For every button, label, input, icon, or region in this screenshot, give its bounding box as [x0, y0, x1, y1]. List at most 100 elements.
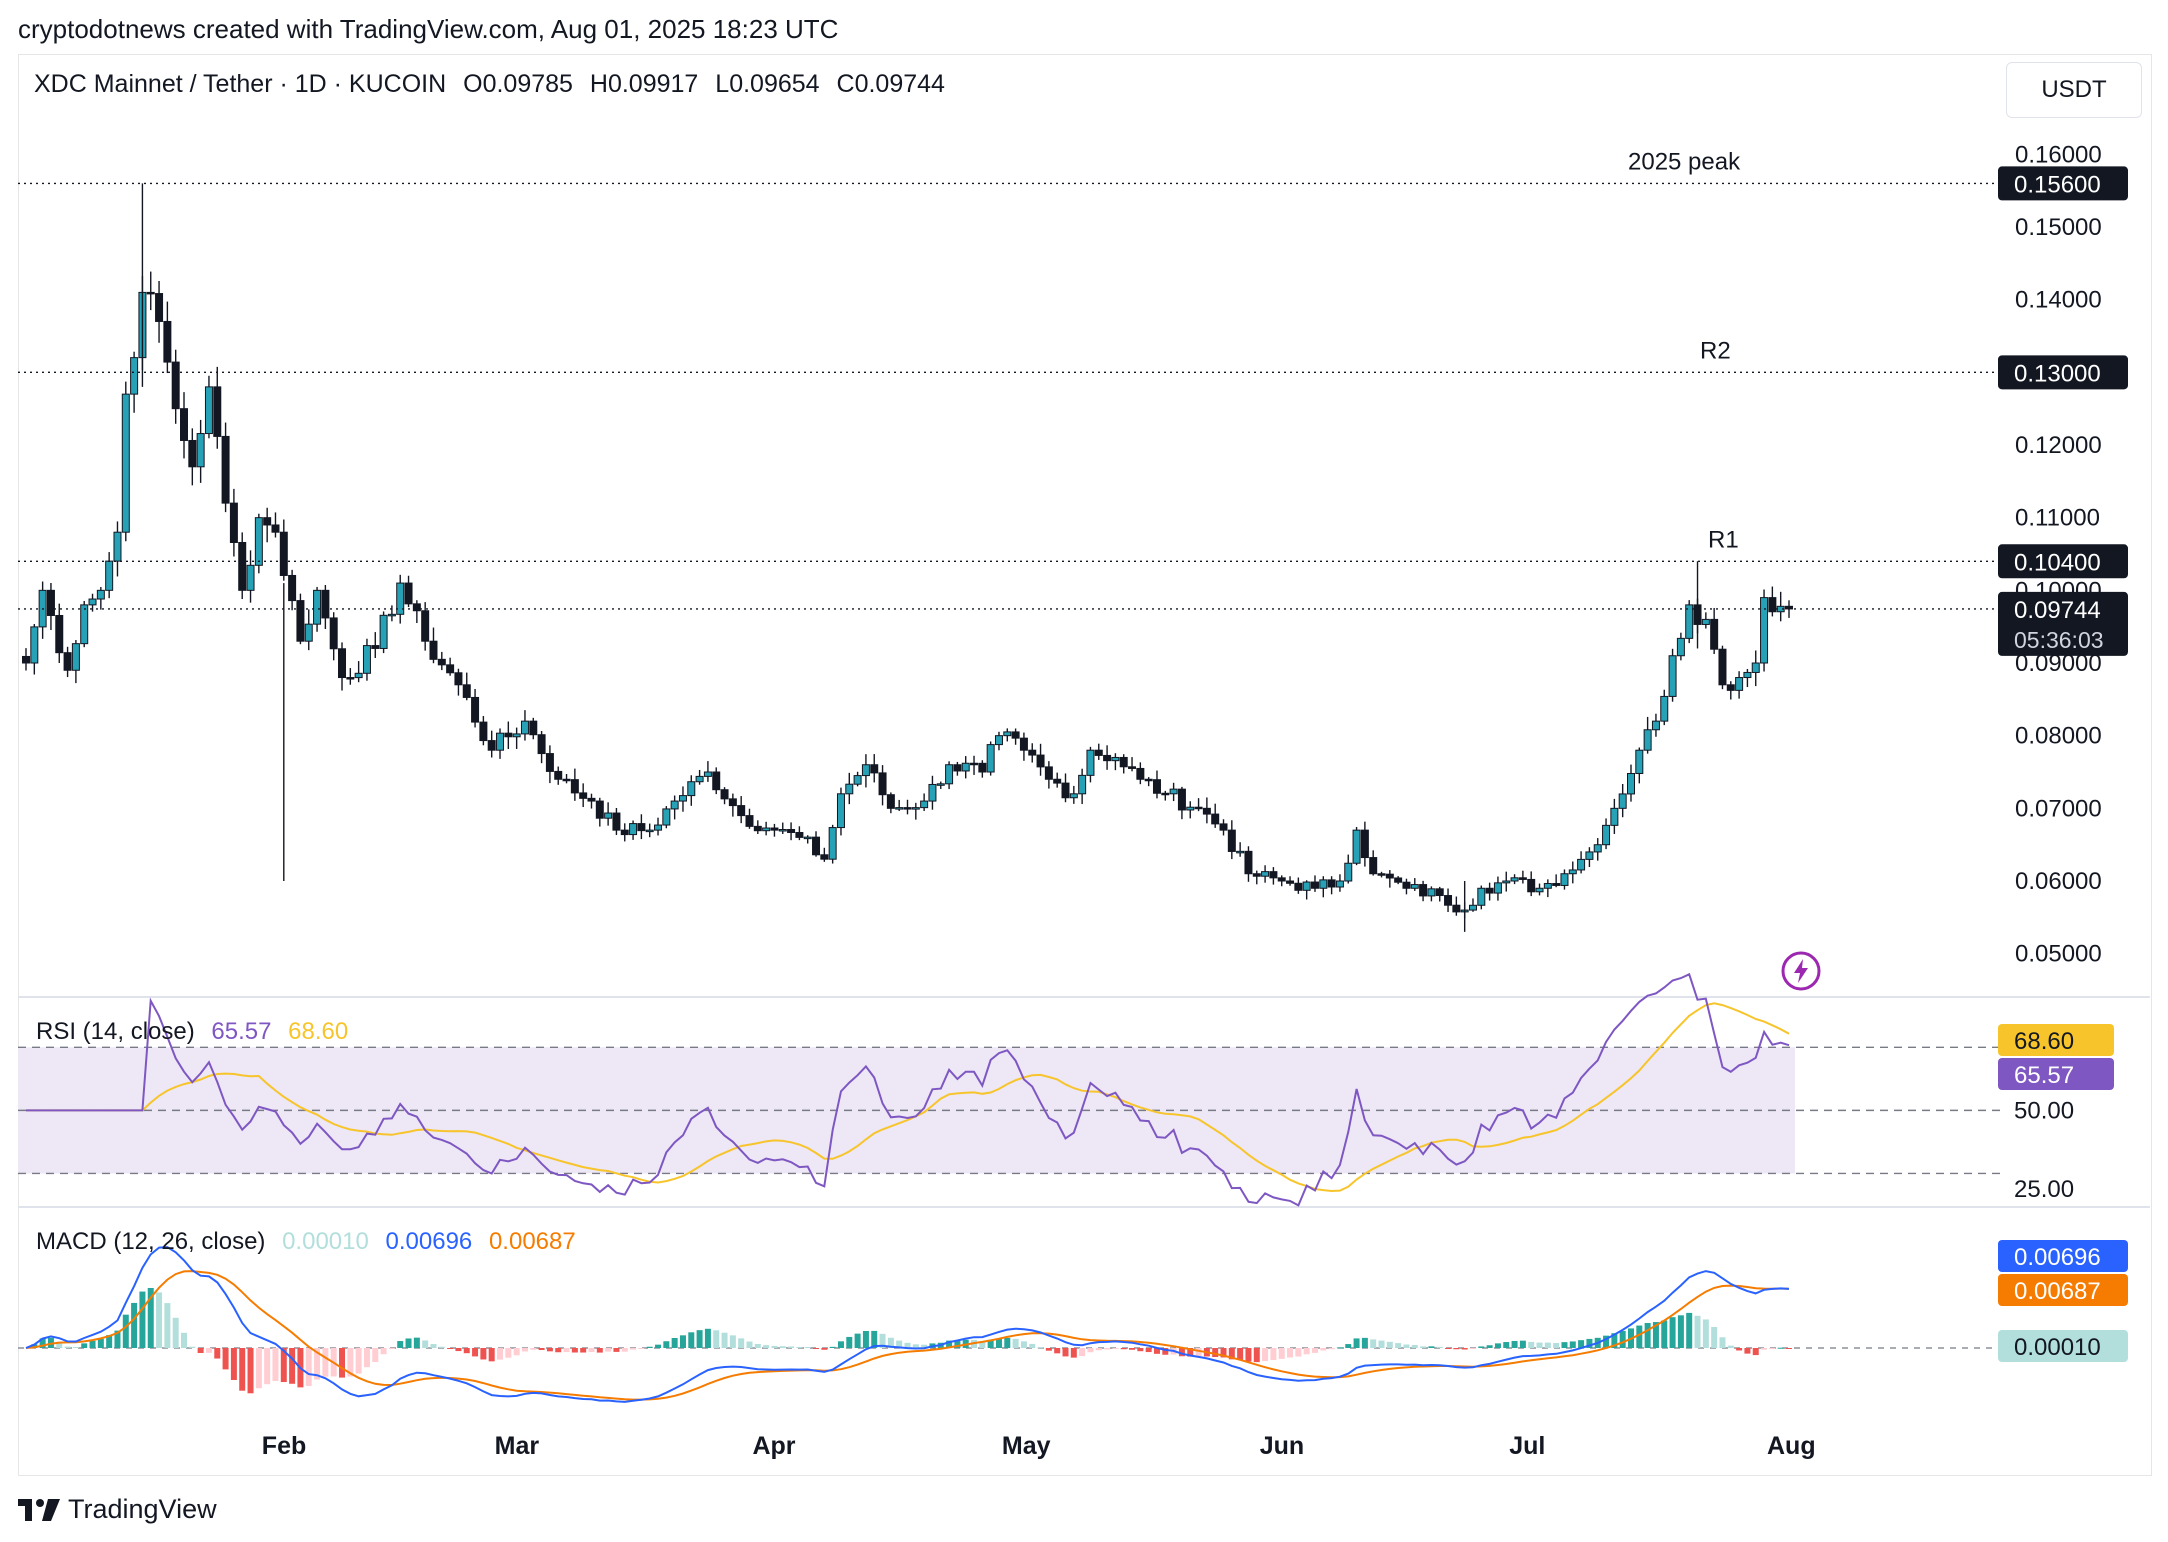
candle-body[interactable] [1710, 618, 1719, 650]
candle-body[interactable] [861, 764, 870, 777]
candle-body[interactable] [687, 781, 696, 797]
candle-body[interactable] [895, 807, 904, 810]
candle-body[interactable] [1626, 772, 1635, 795]
candle-body[interactable] [429, 640, 438, 660]
candle-body[interactable] [1452, 904, 1461, 913]
candle-body[interactable] [1177, 788, 1186, 811]
candle-body[interactable] [903, 807, 912, 810]
candle-body[interactable] [787, 828, 796, 833]
candle-body[interactable] [1485, 887, 1494, 894]
candle-body[interactable] [712, 771, 721, 791]
candle-body[interactable] [1377, 873, 1386, 876]
symbol-legend[interactable]: XDC Mainnet / Tether · 1D · KUCOIN O0.09… [34, 70, 945, 99]
candle-body[interactable] [155, 293, 164, 322]
candle-body[interactable] [296, 600, 305, 642]
candle-body[interactable] [1660, 695, 1669, 722]
candle-body[interactable] [720, 789, 729, 800]
candle-body[interactable] [204, 386, 213, 435]
candle-body[interactable] [770, 827, 779, 831]
candle-body[interactable] [1244, 850, 1253, 875]
candle-body[interactable] [1119, 756, 1128, 768]
candle-body[interactable] [1094, 749, 1103, 756]
candle-body[interactable] [471, 696, 480, 723]
candle-body[interactable] [812, 836, 821, 856]
candle-body[interactable] [1735, 677, 1744, 691]
rsi-legend[interactable]: RSI (14, close) 65.57 68.60 [36, 1018, 348, 1046]
candle-body[interactable] [512, 733, 521, 738]
macd-legend[interactable]: MACD (12, 26, close) 0.00010 0.00696 0.0… [36, 1228, 576, 1256]
candle-body[interactable] [1086, 749, 1095, 776]
candle-body[interactable] [1128, 766, 1137, 769]
candle-body[interactable] [1011, 731, 1020, 739]
candle-body[interactable] [1410, 884, 1419, 889]
candle-body[interactable] [978, 762, 987, 773]
candle-body[interactable] [504, 732, 513, 738]
candle-body[interactable] [1552, 883, 1561, 886]
candle-body[interactable] [1202, 807, 1211, 815]
candle-body[interactable] [545, 753, 554, 772]
candle-body[interactable] [1510, 877, 1519, 882]
candle-body[interactable] [520, 720, 529, 735]
candle-body[interactable] [1103, 754, 1112, 762]
candle-body[interactable] [387, 613, 396, 617]
candle-body[interactable] [753, 825, 762, 832]
candle-body[interactable] [121, 393, 130, 533]
candle-body[interactable] [1219, 823, 1228, 831]
candle-body[interactable] [1028, 749, 1037, 756]
candle-body[interactable] [88, 598, 97, 606]
candle-body[interactable] [836, 793, 845, 829]
candle-body[interactable] [953, 764, 962, 772]
candle-body[interactable] [961, 762, 970, 772]
candle-body[interactable] [928, 783, 937, 802]
candle-body[interactable] [1227, 829, 1236, 852]
candle-body[interactable] [279, 531, 288, 576]
candle-body[interactable] [853, 775, 862, 785]
candle-body[interactable] [920, 800, 929, 809]
candle-body[interactable] [654, 824, 663, 831]
candle-body[interactable] [986, 744, 995, 773]
candle-body[interactable] [1019, 737, 1028, 751]
candle-body[interactable] [570, 779, 579, 794]
candle-body[interactable] [587, 797, 596, 802]
candle-body[interactable] [1427, 888, 1436, 897]
candle-body[interactable] [71, 643, 80, 671]
candle-body[interactable] [288, 574, 297, 602]
candle-body[interactable] [221, 435, 230, 504]
candle-body[interactable] [1635, 749, 1644, 774]
candle-body[interactable] [1477, 887, 1486, 906]
candle-body[interactable] [1352, 829, 1361, 864]
candle-body[interactable] [404, 582, 413, 605]
candle-body[interactable] [354, 672, 363, 679]
candle-body[interactable] [1468, 904, 1477, 911]
candle-body[interactable] [579, 792, 588, 799]
candle-body[interactable] [737, 805, 746, 817]
candle-body[interactable] [1618, 793, 1627, 809]
candle-body[interactable] [196, 433, 205, 468]
candle-body[interactable] [529, 720, 538, 736]
candle-body[interactable] [1768, 597, 1777, 613]
candle-body[interactable] [1651, 720, 1660, 731]
candle-body[interactable] [745, 815, 754, 827]
candle-body[interactable] [113, 531, 122, 562]
candle-body[interactable] [1718, 648, 1727, 686]
candle-body[interactable] [1302, 881, 1311, 891]
candle-body[interactable] [1152, 779, 1161, 794]
candle-body[interactable] [828, 827, 837, 860]
candle-body[interactable] [728, 798, 737, 807]
candle-body[interactable] [1643, 729, 1652, 751]
candle-body[interactable] [462, 684, 471, 698]
candle-body[interactable] [670, 800, 679, 810]
candle-body[interactable] [1310, 881, 1319, 889]
candle-body[interactable] [554, 770, 563, 780]
candle-body[interactable] [321, 589, 330, 619]
candle-body[interactable] [437, 658, 446, 666]
candle-body[interactable] [1402, 881, 1411, 889]
candle-body[interactable] [936, 783, 945, 786]
candle-body[interactable] [1743, 671, 1752, 679]
candle-body[interactable] [180, 408, 189, 441]
candle-body[interactable] [970, 762, 979, 766]
candle-body[interactable] [1568, 869, 1577, 875]
candle-body[interactable] [803, 836, 812, 840]
candle-body[interactable] [1385, 873, 1394, 879]
